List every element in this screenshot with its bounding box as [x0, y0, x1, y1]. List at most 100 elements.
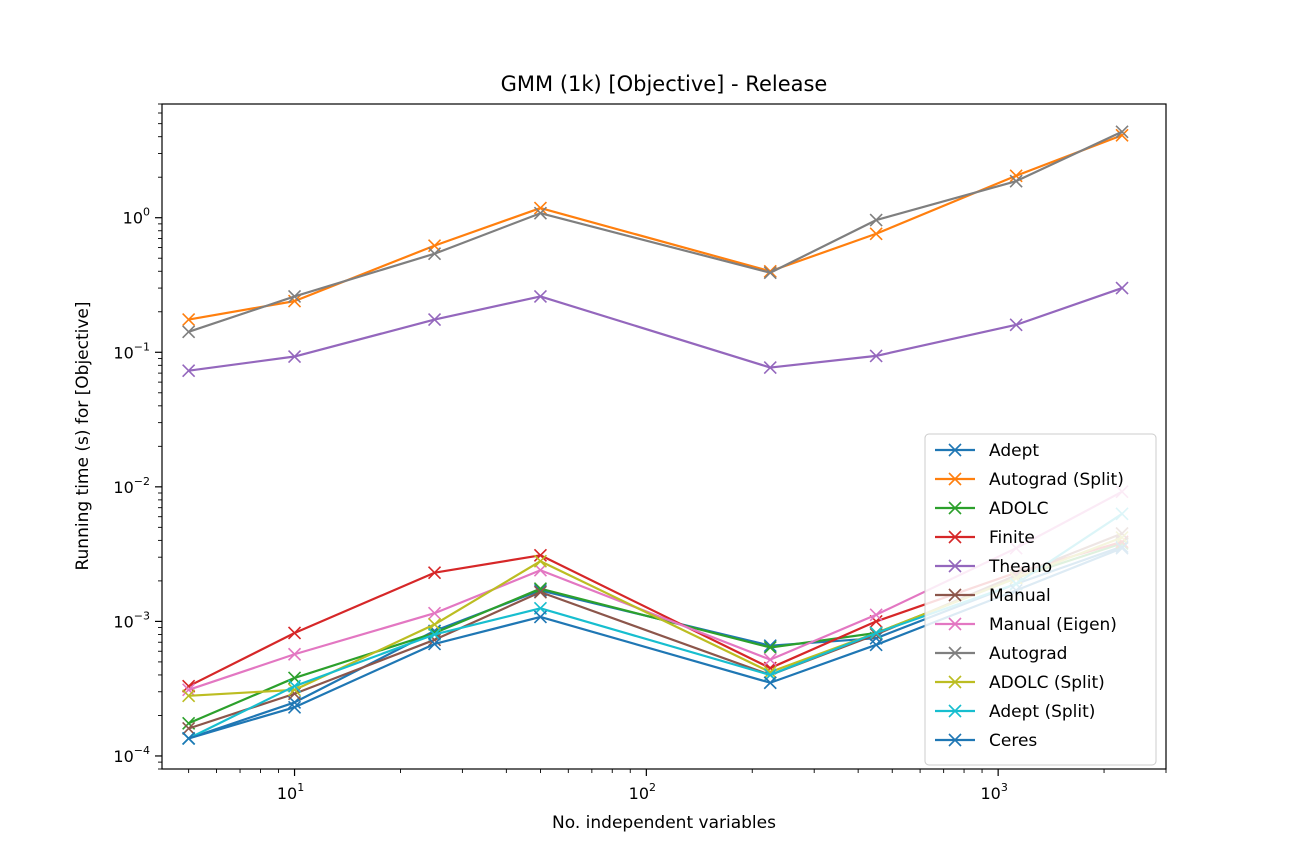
y-tick-label-base: 10 [113, 343, 133, 362]
legend-entry: Adept [935, 441, 1039, 461]
legend-marker [948, 472, 962, 486]
data-point [287, 700, 302, 714]
data-point [287, 647, 302, 661]
data-point [182, 325, 196, 339]
x-tick-label-exponent: 2 [649, 781, 656, 794]
legend-label: Adept [989, 441, 1039, 461]
y-axis-label: Running time (s) for [Objective] [73, 301, 93, 570]
data-point [287, 349, 302, 364]
y-tick-label: 10−3 [113, 609, 150, 631]
legend-label: Theano [988, 557, 1052, 577]
legend-entry: Autograd (Split) [935, 470, 1124, 490]
data-point [763, 676, 777, 690]
series-4 [182, 281, 1129, 378]
data-point [427, 606, 442, 620]
legend-label: Autograd (Split) [989, 470, 1124, 490]
data-point [182, 689, 196, 703]
legend-marker [948, 704, 962, 718]
data-point [763, 665, 777, 679]
data-point [533, 610, 548, 624]
data-point [869, 638, 883, 652]
data-point [533, 548, 548, 562]
legend-marker [948, 733, 962, 747]
data-point [182, 683, 196, 697]
data-point [287, 289, 302, 304]
series-line [188, 134, 1123, 321]
data-point [427, 247, 442, 261]
axes-frame [161, 103, 1167, 770]
data-point [763, 639, 777, 653]
data-point [182, 313, 196, 327]
legend-label: Adept (Split) [989, 702, 1095, 722]
x-tick-label-base: 10 [980, 784, 1000, 803]
y-tick-label: 10−2 [113, 475, 150, 497]
y-tick-label-exponent: 0 [143, 206, 150, 219]
series-line [188, 130, 1123, 333]
data-point [1115, 128, 1129, 142]
data-point [1009, 174, 1023, 188]
legend-marker [948, 559, 962, 573]
data-point [533, 206, 548, 220]
data-point [533, 554, 548, 568]
legend-entry: ADOLC (Split) [935, 673, 1105, 693]
legend-marker [948, 530, 962, 544]
x-tick-label-exponent: 1 [297, 781, 304, 794]
y-tick-label-base: 10 [113, 612, 133, 631]
series-1 [182, 128, 1129, 327]
y-tick-label: 10−4 [113, 744, 150, 766]
data-point [763, 266, 777, 280]
y-tick-label-base: 10 [113, 478, 133, 497]
data-point [182, 679, 196, 693]
data-point [182, 721, 196, 736]
data-point [533, 201, 548, 215]
data-point [427, 617, 442, 631]
x-tick-label: 101 [277, 781, 304, 803]
legend-marker [948, 646, 962, 660]
legend-entry: Manual (Eigen) [935, 615, 1117, 635]
y-tick-label-exponent: −3 [134, 609, 150, 622]
x-tick-label-base: 10 [629, 784, 649, 803]
legend-label: Ceres [989, 731, 1037, 751]
data-point [287, 679, 302, 693]
series-7 [182, 125, 1129, 339]
legend-entry: ADOLC [935, 499, 1048, 519]
x-axis-ticks: 101 102 103 [188, 769, 1167, 803]
data-point [533, 289, 548, 304]
data-point [1115, 125, 1129, 139]
data-point [763, 653, 777, 667]
data-point [182, 731, 196, 745]
data-point [427, 566, 442, 580]
legend-entry: Theano [935, 557, 1052, 577]
data-point [869, 626, 883, 640]
legend: Adept Autograd (Split) ADOLC Finite Theano Ma… [924, 433, 1157, 766]
y-tick-label-exponent: −4 [134, 744, 150, 757]
chart-title: GMM (1k) [Objective] - Release [501, 72, 828, 96]
x-tick-label: 103 [980, 781, 1007, 803]
x-tick-label-exponent: 3 [1001, 781, 1008, 794]
data-point [763, 640, 777, 655]
legend-entry: Ceres [935, 731, 1037, 751]
data-point [427, 637, 442, 651]
legend-box [924, 433, 1157, 766]
legend-marker [948, 443, 962, 457]
data-point [1009, 318, 1023, 332]
legend-label: Finite [989, 528, 1035, 548]
legend-marker [948, 617, 962, 631]
y-tick-label-base: 10 [123, 209, 143, 228]
y-tick-label: 100 [123, 206, 150, 228]
legend-label: Manual [989, 586, 1051, 606]
data-point [427, 627, 442, 642]
legend-entry: Finite [935, 528, 1035, 548]
y-tick-label: 10−1 [113, 340, 150, 362]
x-tick-label: 102 [629, 781, 656, 803]
legend-marker [948, 588, 962, 602]
legend-entry: Autograd [935, 644, 1067, 664]
y-tick-label-base: 10 [113, 747, 133, 766]
y-tick-label-exponent: −2 [134, 475, 150, 488]
legend-label: ADOLC (Split) [989, 673, 1105, 693]
data-point [869, 213, 883, 227]
legend-entry: Manual [935, 586, 1051, 606]
data-point [182, 364, 196, 378]
data-point [287, 626, 302, 640]
